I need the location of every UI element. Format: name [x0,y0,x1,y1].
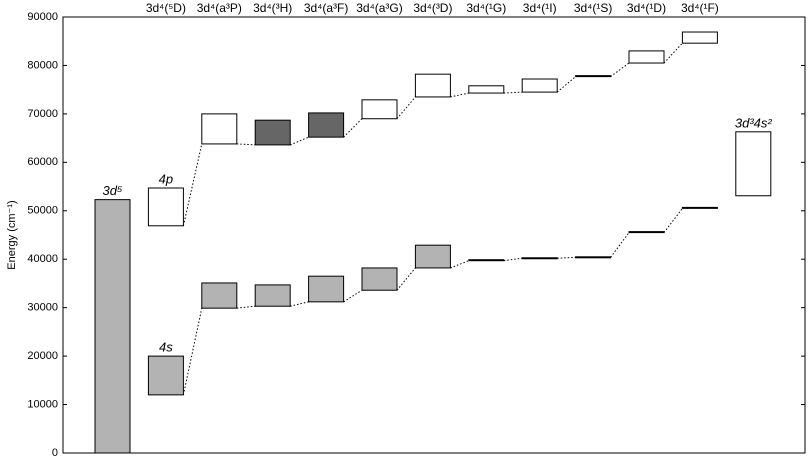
connector [556,76,576,93]
connector [503,257,523,262]
connector [450,260,469,269]
y-tick-label: 20000 [27,350,58,362]
y-tick-label: 50000 [27,205,58,217]
category-label: 3d⁴(¹I) [523,1,557,15]
y-tick-label: 70000 [27,108,58,120]
category-label: 3d⁴(a³P) [197,1,242,15]
series-label: 3d³4s² [735,115,773,130]
level-box [201,282,238,309]
connector [290,301,309,307]
connector [182,308,203,395]
connector [450,92,469,98]
category-label: 3d⁴(¹D) [627,1,666,15]
connector [663,42,683,64]
y-tick-label: 40000 [27,253,58,265]
level-box [735,131,772,197]
category-label: 3d⁴(³H) [253,1,292,15]
connector [610,62,630,77]
category-label: 3d⁴(a³G) [356,1,403,15]
connector [503,91,523,94]
y-axis-label: Energy (cm⁻¹) [6,200,18,269]
connector [343,289,363,303]
level-box [254,284,291,307]
level-box [468,259,505,262]
level-box [628,50,665,64]
level-box [361,267,398,291]
y-tick-label: 0 [52,447,58,459]
category-label: 3d⁴(⁵D) [146,1,186,15]
series-label: 4s [159,340,173,355]
level-box [94,199,131,454]
category-label: 3d⁴(¹F) [681,1,719,15]
y-tick-label: 80000 [27,59,58,71]
level-box [147,187,184,227]
level-box [201,113,238,145]
level-box [308,275,345,303]
level-box [414,244,451,269]
connector [396,96,416,120]
level-box [681,31,718,44]
level-box [468,85,505,94]
level-box [521,78,558,93]
level-box [521,257,558,260]
connector [396,267,416,291]
connector [182,143,203,226]
level-box [147,355,184,396]
y-tick-label: 10000 [27,398,58,410]
category-label: 3d⁴(¹G) [466,1,506,15]
level-box [361,99,398,120]
level-box [308,112,345,138]
connector [343,118,363,138]
connector [290,136,309,146]
level-box [575,75,612,78]
connector [610,232,630,258]
connector [236,143,256,146]
level-box [575,256,612,259]
series-label: 3d⁵ [103,183,123,198]
level-box [414,73,451,98]
y-tick-label: 60000 [27,156,58,168]
connector [557,256,576,259]
level-box [254,119,291,146]
series-label: 4p [159,171,173,186]
y-tick-label: 90000 [27,11,58,23]
connector [236,305,256,309]
level-box [681,206,718,209]
level-box [628,231,665,234]
connector [663,208,683,233]
category-label: 3d⁴(³D) [413,1,452,15]
category-label: 3d⁴(¹S) [574,1,613,15]
plot-frame [62,16,806,454]
y-tick-label: 30000 [27,302,58,314]
category-label: 3d⁴(a³F) [304,1,349,15]
